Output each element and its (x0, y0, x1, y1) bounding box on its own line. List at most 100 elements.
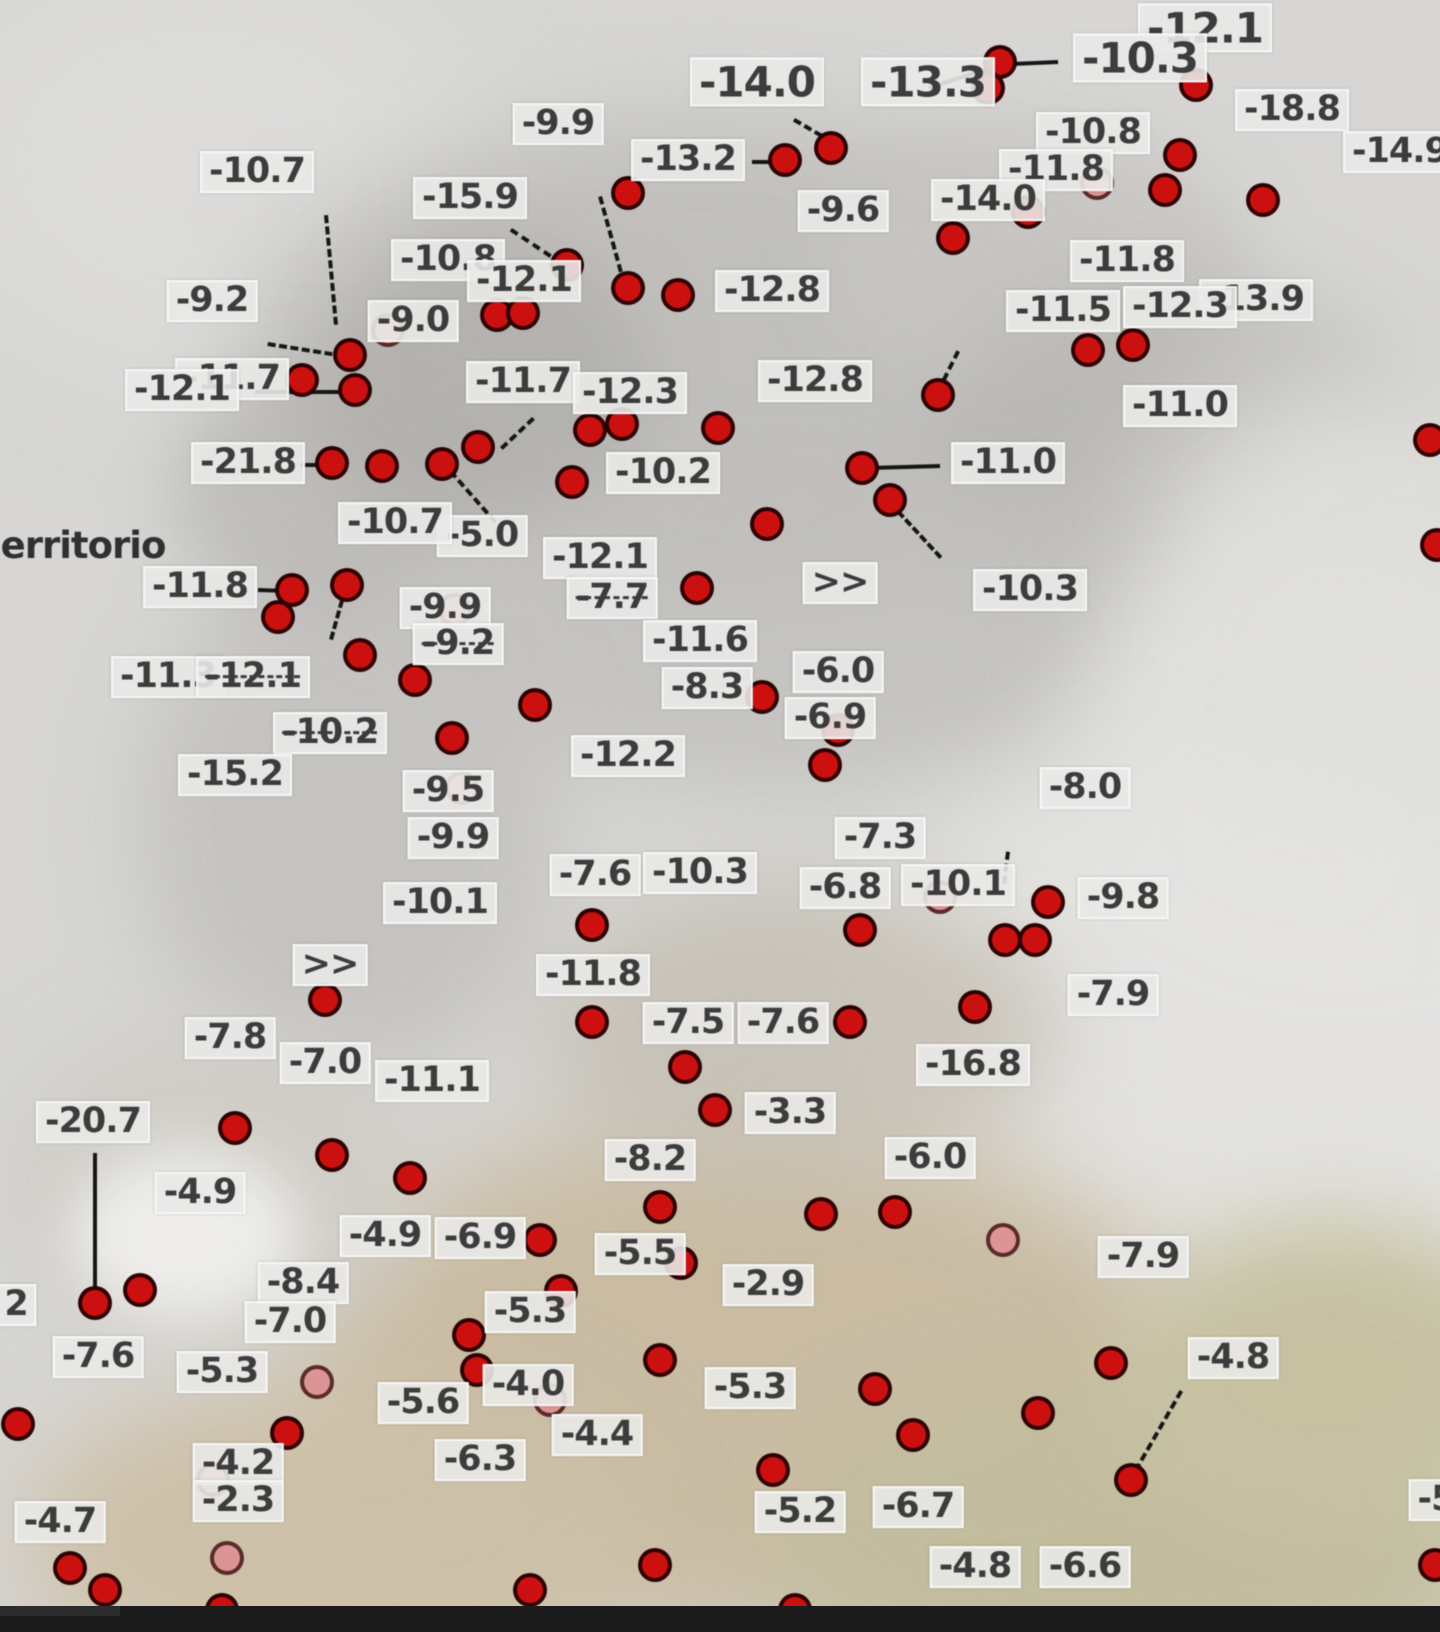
station-temp-label: -4.0 (482, 1364, 574, 1406)
station-dot (575, 1005, 609, 1039)
station-dot (210, 1541, 244, 1575)
station-temp-label: -14.0 (689, 57, 825, 107)
station-temp-label: -10.7 (338, 502, 452, 544)
station-temp-label: -10.1 (901, 864, 1015, 906)
station-temp-label: 2 (0, 1284, 37, 1326)
station-temp-label: -11.0 (951, 442, 1065, 484)
station-temp-label: -12.8 (715, 270, 829, 312)
chevrons-label: >> (802, 562, 878, 604)
station-dot (643, 1343, 677, 1377)
station-dot (680, 571, 714, 605)
station-dot (611, 271, 645, 305)
leader-line (752, 160, 776, 164)
station-temp-label: -11.7 (466, 361, 580, 403)
station-temp-label: -9.5 (402, 770, 494, 812)
station-temp-label: -14.9 (1343, 131, 1440, 173)
station-dot (461, 430, 495, 464)
station-temp-label: -11.8 (999, 149, 1113, 191)
station-temp-label: -15.2 (178, 754, 292, 796)
station-temp-label: -16.8 (916, 1044, 1030, 1086)
station-temp-label: -4.9 (154, 1172, 246, 1214)
station-dot (575, 908, 609, 942)
station-temp-label: -9.9 (512, 103, 604, 145)
station-temp-label: -4.2 (192, 1443, 284, 1485)
station-dot (123, 1273, 157, 1307)
station-temp-label: -7.3 (834, 817, 926, 859)
station-temp-label: -9.6 (797, 190, 889, 232)
station-temp-label: -7.8 (184, 1017, 276, 1059)
station-temp-label: -7.6 (737, 1002, 829, 1044)
station-dot (275, 573, 309, 607)
station-temp-label: -9.8 (1077, 877, 1169, 919)
station-dot (1148, 173, 1182, 207)
station-dot (1163, 138, 1197, 172)
station-temp-label: -10.3 (643, 852, 757, 894)
station-dot (1246, 183, 1280, 217)
station-temp-label: -12.1 (467, 260, 581, 302)
station-temp-label: -2.9 (722, 1264, 814, 1306)
station-dot (878, 1195, 912, 1229)
station-dot (425, 447, 459, 481)
map-watermark-territorio: erritorio (0, 524, 167, 568)
station-temp-label: -4.7 (14, 1501, 106, 1543)
station-temp-label: -8.4 (257, 1262, 349, 1304)
station-temp-label: -9.2 (166, 280, 258, 322)
bottom-bar (0, 1606, 1440, 1632)
station-dot (1413, 423, 1440, 457)
station-dot (896, 1418, 930, 1452)
station-temp-label: -14.0 (931, 179, 1045, 221)
station-temp-label: -4.4 (551, 1414, 643, 1456)
station-temp-label: -10.3 (1072, 33, 1208, 83)
station-dot (814, 131, 848, 165)
station-temp-label: -11.0 (1123, 385, 1237, 427)
chevrons-label: >> (292, 944, 368, 986)
station-dot (661, 278, 695, 312)
station-dot (398, 663, 432, 697)
station-dot (1031, 885, 1065, 919)
station-temp-label: -6.7 (872, 1486, 964, 1528)
station-temp-label: -11.8 (143, 566, 257, 608)
station-temp-label: -7.9 (1097, 1236, 1189, 1278)
station-dot (808, 748, 842, 782)
station-dot (958, 990, 992, 1024)
station-temp-label: -6.9 (784, 697, 876, 739)
station-temp-label: -11.1 (375, 1060, 489, 1102)
station-temp-label: -5.5 (594, 1233, 686, 1275)
station-dot (921, 378, 955, 412)
station-dot (53, 1551, 87, 1585)
station-dot (804, 1197, 838, 1231)
station-temp-label: -12.8 (758, 360, 872, 402)
station-dot (452, 1318, 486, 1352)
station-temp-label: -5.3 (704, 1367, 796, 1409)
station-temp-label: -11.5 (1006, 290, 1120, 332)
station-dot (300, 1365, 334, 1399)
station-dot (845, 451, 879, 485)
station-dot (701, 411, 735, 445)
station-dot (1116, 328, 1150, 362)
station-dot (333, 338, 367, 372)
station-temp-label: -12.1 (196, 656, 310, 698)
station-temp-label: -10.2 (273, 712, 387, 754)
station-dot (1418, 1548, 1440, 1582)
station-temp-label: -10.7 (200, 151, 314, 193)
station-temp-label: -9.0 (367, 300, 459, 342)
station-dot (873, 483, 907, 517)
station-dot (78, 1286, 112, 1320)
station-temp-label: -4.9 (339, 1215, 431, 1257)
station-temp-label: -5 (1408, 1479, 1440, 1521)
station-dot (315, 446, 349, 480)
station-dot (365, 449, 399, 483)
station-dot (1094, 1346, 1128, 1380)
station-temp-label: -21.8 (191, 442, 305, 484)
station-dot (218, 1111, 252, 1145)
station-dot (1018, 923, 1052, 957)
station-dot (555, 465, 589, 499)
station-dot (261, 600, 295, 634)
station-temp-label: -5.0 (436, 515, 528, 557)
station-temp-label: -6.0 (792, 651, 884, 693)
station-dot (668, 1050, 702, 1084)
station-temp-label: -5.3 (176, 1351, 268, 1393)
station-dot (315, 1138, 349, 1172)
station-temp-label: -2.3 (192, 1480, 284, 1522)
